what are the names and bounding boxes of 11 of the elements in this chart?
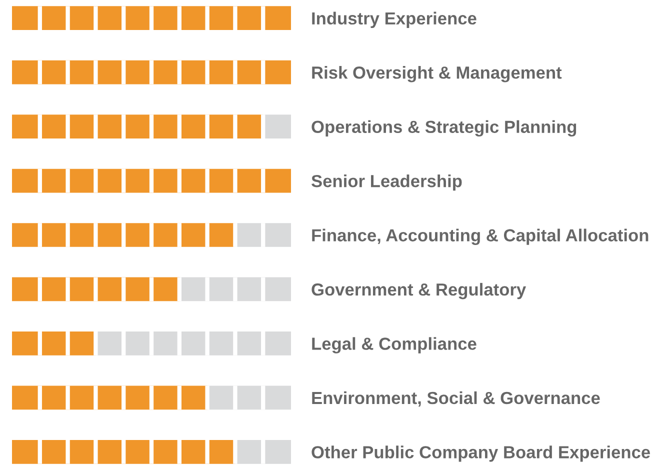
- y-tick-label: Operations & Strategic Planning: [312, 120, 576, 137]
- y-tick-label: Government & Regulatory: [312, 282, 526, 300]
- y-tick-label: Finance, Accounting & Capital Allocation: [312, 228, 648, 245]
- bar: [12, 60, 291, 84]
- y-tick-label: Environment, Social & Governance: [312, 391, 600, 407]
- y-tick-label: Risk Oversight & Management: [312, 66, 562, 82]
- y-tick-label: Senior Leadership: [312, 174, 462, 191]
- y-tick-label: Other Public Company Board Experience: [312, 446, 650, 462]
- y-tick-label: Industry Experience: [312, 12, 476, 28]
- y-tick-label: Legal & Compliance: [312, 337, 476, 354]
- bar: [12, 6, 291, 30]
